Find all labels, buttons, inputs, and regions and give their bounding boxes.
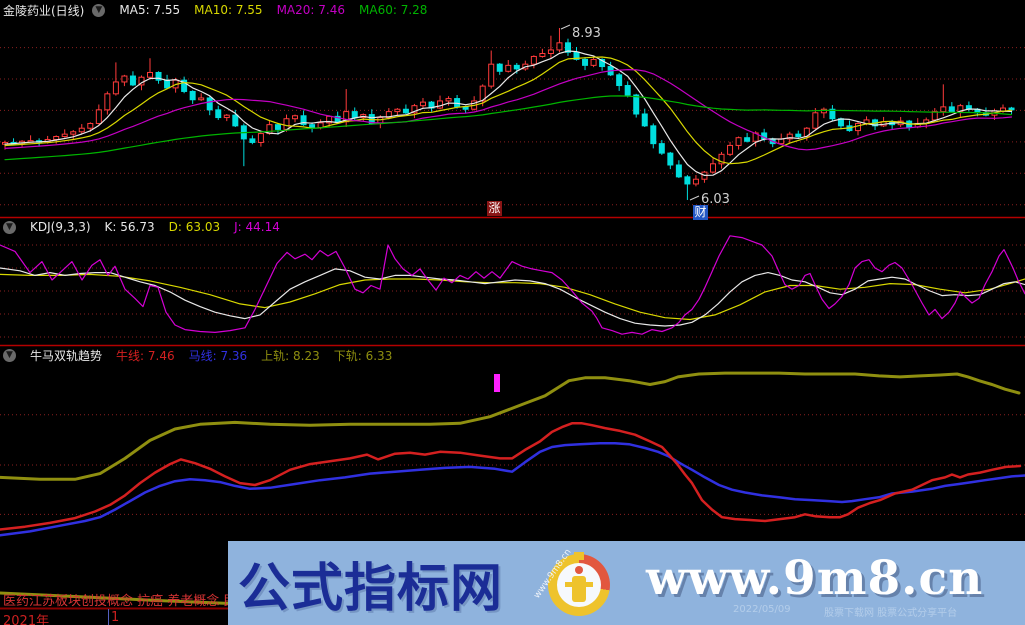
kdj-params-label: KDJ(9,3,3) — [30, 220, 91, 234]
zhang-event-badge[interactable]: 涨 — [487, 201, 502, 216]
cai-event-badge[interactable]: 财 — [693, 205, 708, 220]
indicator-title: 牛马双轨趋势 — [30, 348, 103, 363]
kdj-panel-header: ▼ KDJ(9,3,3) K: 56.73 D: 63.03 J: 44.14 — [3, 219, 294, 235]
ma20-label: MA20: 7.46 — [276, 3, 345, 17]
chevron-down-icon[interactable]: ▼ — [3, 220, 16, 234]
bull-line-label: 牛线: 7.46 — [116, 348, 175, 363]
kdj-d-label: D: 63.03 — [168, 220, 221, 234]
main-panel-header: 金陵药业(日线) ▼ MA5: 7.55 MA10: 7.55 MA20: 7.… — [3, 2, 441, 18]
kdj-k-label: K: 56.73 — [104, 220, 155, 234]
chevron-down-icon[interactable]: ▼ — [92, 3, 106, 17]
ma60-label: MA60: 7.28 — [359, 3, 428, 17]
stock-title: 金陵药业(日线) — [3, 3, 85, 18]
ma10-label: MA10: 7.55 — [194, 3, 263, 17]
horse-line-label: 马线: 7.36 — [188, 348, 248, 363]
high-price-annotation: 8.93 — [572, 26, 601, 41]
watermark-tagline: 股票下载网 股票公式分享平台 — [824, 608, 958, 619]
chevron-down-icon[interactable]: ▼ — [3, 348, 16, 362]
plate-concept-info[interactable]: 医药江苏板块创投概念 抗癌 养老概念 民营 — [3, 594, 250, 609]
watermark-banner: 公式指标网 www.9m8.cn www.9m8.cn 2022/05/09 股… — [228, 541, 1025, 625]
upper-track-label: 上轨: 8.23 — [261, 348, 320, 363]
watermark-url: www.9m8.cn — [646, 551, 984, 606]
dual-track-panel-header: ▼ 牛马双轨趋势 牛线: 7.46 马线: 7.36 上轨: 8.23 下轨: … — [3, 347, 406, 363]
watermark-site-name: 公式指标网 — [238, 558, 504, 619]
kdj-j-label: J: 44.14 — [234, 220, 280, 234]
lower-track-label: 下轨: 6.33 — [333, 348, 393, 363]
9m8-logo-icon — [548, 552, 612, 616]
low-price-annotation: 6.03 — [701, 192, 730, 207]
axis-period-label: 1 — [111, 610, 120, 625]
watermark-date: 2022/05/09 — [733, 604, 791, 615]
axis-year-label: 2021年 — [3, 614, 50, 625]
ma5-label: MA5: 7.55 — [119, 3, 181, 17]
